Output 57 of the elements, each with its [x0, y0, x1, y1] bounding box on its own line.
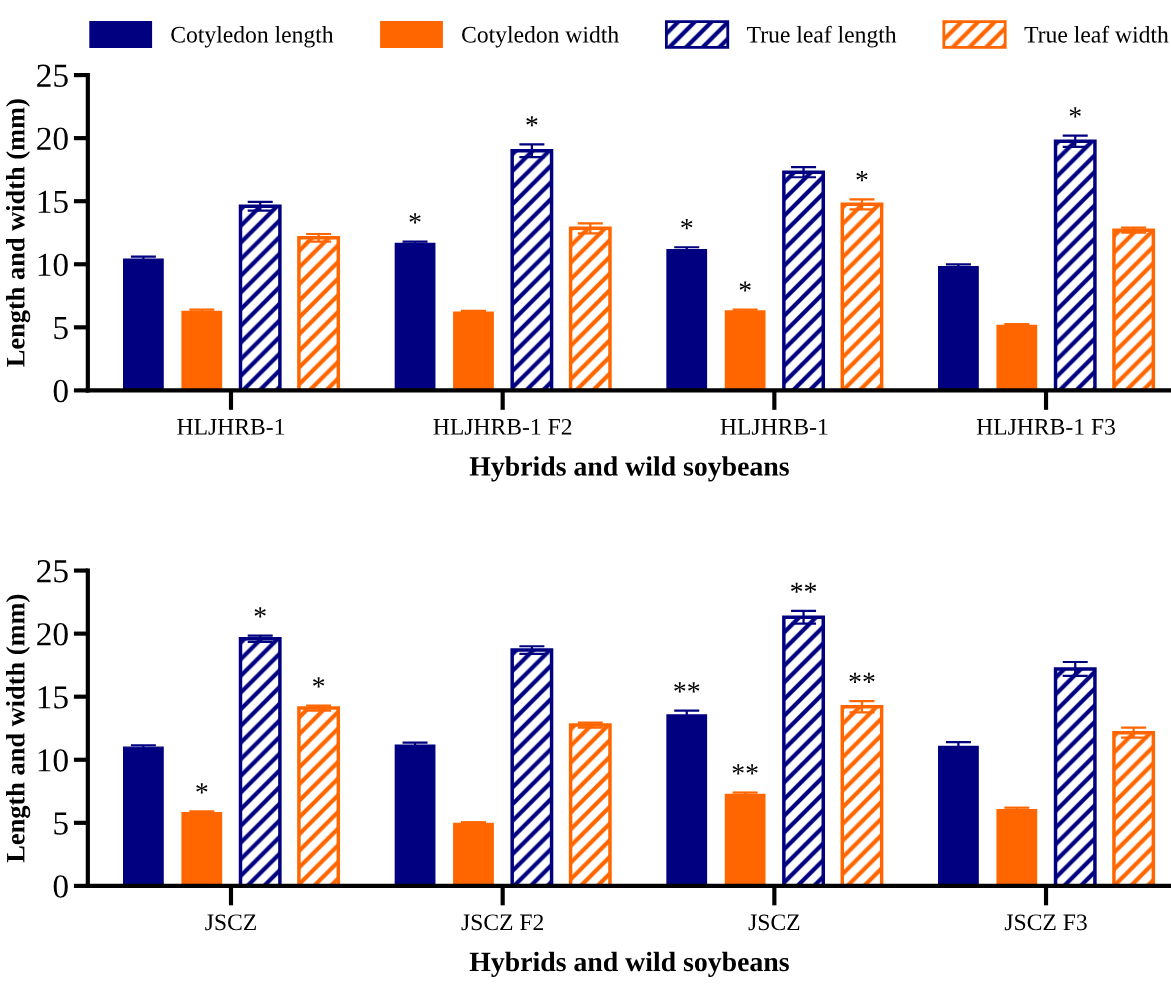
bar: [122, 746, 164, 886]
bar: [394, 744, 436, 886]
data-label: *: [313, 677, 325, 688]
data-label: *: [409, 213, 421, 224]
x-axis-title: Hybrids and wild soybeans: [469, 951, 789, 978]
data-label: **: [674, 682, 700, 693]
data-label: *: [196, 783, 208, 794]
bar: [666, 714, 708, 886]
data-label: *: [526, 116, 538, 127]
bar: [122, 258, 164, 391]
bar: [996, 324, 1038, 391]
y-axis-title: Length and width (mm): [6, 594, 31, 863]
legend-label: True leaf length: [747, 25, 897, 48]
y-tick-label: 0: [53, 379, 68, 403]
bar: [666, 249, 708, 391]
bar: [938, 266, 979, 391]
y-tick-label: 5: [54, 812, 68, 835]
data-label: *: [739, 281, 751, 292]
bar: [181, 310, 223, 391]
data-label: *: [254, 607, 266, 618]
bar: [181, 812, 223, 886]
y-tick-label: 25: [37, 64, 68, 87]
bar: [938, 745, 979, 886]
data-label: *: [681, 218, 693, 230]
x-axis-title: Hybrids and wild soybeans: [469, 456, 789, 482]
x-tick-label: HLJHRB-1 F3: [976, 418, 1115, 435]
legend-label: Cotyledon length: [171, 26, 334, 48]
x-tick-label: JSCZ: [205, 914, 256, 931]
bar: [996, 808, 1038, 886]
x-tick-label: HLJHRB-1: [720, 418, 828, 435]
y-tick-label: 15: [38, 190, 68, 214]
data-label: **: [849, 672, 875, 684]
y-tick-label: 15: [38, 686, 68, 709]
bar: [724, 310, 766, 391]
y-tick-label: 10: [38, 253, 68, 277]
data-label: **: [791, 582, 817, 593]
y-tick-label: 10: [38, 749, 68, 772]
bar: [724, 793, 766, 886]
y-tick-label: 0: [53, 875, 68, 898]
x-tick-label: JSCZ F2: [461, 914, 544, 931]
data-label: *: [856, 171, 868, 182]
x-tick-label: JSCZ: [748, 914, 800, 931]
y-tick-label: 20: [37, 127, 68, 151]
y-tick-label: 20: [37, 623, 68, 646]
x-tick-label: HLJHRB-1 F2: [433, 418, 572, 435]
data-label: **: [732, 764, 758, 775]
legend-label: True leaf width: [1024, 25, 1169, 43]
y-axis-title: Length and width (mm): [6, 99, 31, 367]
bar: [453, 311, 494, 391]
legend-label: Cotyledon width: [462, 26, 619, 48]
bar: [394, 242, 436, 391]
data-label: *: [1069, 107, 1081, 118]
y-tick-label: 5: [54, 317, 68, 340]
x-tick-label: JSCZ F3: [1004, 914, 1087, 931]
bar: [453, 822, 494, 886]
y-tick-label: 25: [37, 560, 68, 583]
x-tick-label: HLJHRB-1: [177, 418, 285, 435]
